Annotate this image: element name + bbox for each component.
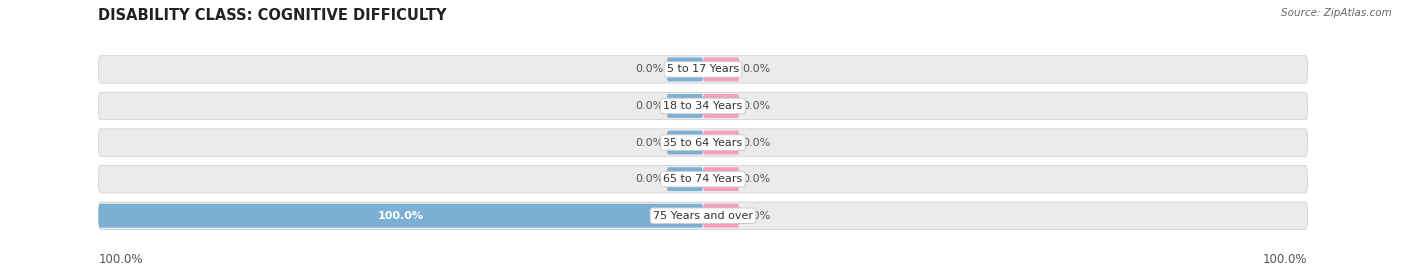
FancyBboxPatch shape <box>703 94 740 118</box>
Text: 100.0%: 100.0% <box>378 211 423 221</box>
Text: 0.0%: 0.0% <box>742 101 770 111</box>
FancyBboxPatch shape <box>98 165 1308 193</box>
Text: 0.0%: 0.0% <box>742 211 770 221</box>
FancyBboxPatch shape <box>666 58 703 81</box>
FancyBboxPatch shape <box>703 167 740 191</box>
Text: DISABILITY CLASS: COGNITIVE DIFFICULTY: DISABILITY CLASS: COGNITIVE DIFFICULTY <box>98 8 447 23</box>
Text: 35 to 64 Years: 35 to 64 Years <box>664 137 742 148</box>
FancyBboxPatch shape <box>98 56 1308 83</box>
FancyBboxPatch shape <box>98 204 703 228</box>
FancyBboxPatch shape <box>703 58 740 81</box>
Text: Source: ZipAtlas.com: Source: ZipAtlas.com <box>1281 8 1392 18</box>
Text: 18 to 34 Years: 18 to 34 Years <box>664 101 742 111</box>
Text: 100.0%: 100.0% <box>98 253 143 266</box>
Text: 0.0%: 0.0% <box>742 64 770 75</box>
Text: 100.0%: 100.0% <box>1263 253 1308 266</box>
FancyBboxPatch shape <box>98 92 1308 120</box>
Text: 0.0%: 0.0% <box>636 64 664 75</box>
Text: 0.0%: 0.0% <box>636 137 664 148</box>
Text: 0.0%: 0.0% <box>636 101 664 111</box>
FancyBboxPatch shape <box>98 202 1308 229</box>
Text: 5 to 17 Years: 5 to 17 Years <box>666 64 740 75</box>
FancyBboxPatch shape <box>666 94 703 118</box>
Text: 75 Years and over: 75 Years and over <box>652 211 754 221</box>
FancyBboxPatch shape <box>703 131 740 154</box>
Text: 0.0%: 0.0% <box>742 174 770 184</box>
Text: 65 to 74 Years: 65 to 74 Years <box>664 174 742 184</box>
Text: 0.0%: 0.0% <box>636 174 664 184</box>
Text: 0.0%: 0.0% <box>742 137 770 148</box>
FancyBboxPatch shape <box>98 129 1308 156</box>
FancyBboxPatch shape <box>666 167 703 191</box>
FancyBboxPatch shape <box>703 204 740 228</box>
FancyBboxPatch shape <box>666 131 703 154</box>
